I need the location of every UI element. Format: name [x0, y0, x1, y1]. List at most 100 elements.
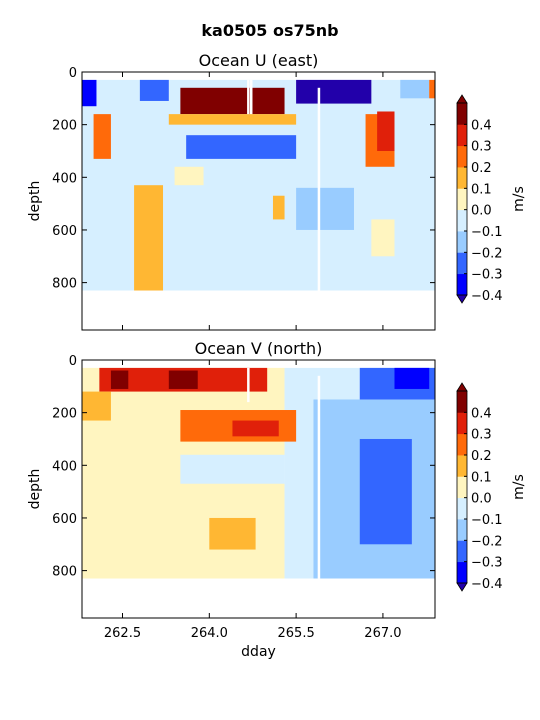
colorbar-tick-label: −0.2	[471, 246, 503, 261]
colorbar-tick-label: −0.4	[471, 577, 503, 592]
velocity-region-2	[139, 79, 169, 101]
velocity-region-6	[296, 79, 372, 104]
colorbar-extend-bottom	[456, 582, 468, 592]
colorbar-tick-label: 0.4	[471, 406, 492, 421]
colorbar-extend-top	[456, 382, 468, 392]
panel-title: Ocean V (north)	[195, 339, 323, 358]
y-tick-label: 400	[52, 171, 77, 186]
colorbar-extend-bottom	[456, 294, 468, 304]
y-axis-label: depth	[27, 181, 43, 222]
x-axis-label: dday	[241, 644, 276, 660]
colorbar: −0.4 −0.3 −0.2 −0.1 0.0 0.1 0.2 0.3 0.4 m/s	[456, 382, 527, 592]
velocity-region-1	[82, 79, 97, 107]
velocity-field	[82, 367, 435, 579]
data-gap-1	[249, 79, 253, 115]
colorbar-tick-label: 0.3	[471, 140, 492, 155]
velocity-region-15	[296, 187, 354, 230]
y-tick-label: 800	[52, 565, 77, 580]
velocity-region-9	[180, 454, 285, 484]
x-tick-label: 264.0	[191, 626, 228, 641]
ocean-u-panel: 0 200 400 600 800 Ocean U (east) depth −0.4 −0.3…	[27, 51, 527, 331]
colorbar-tick-label: −0.2	[471, 534, 503, 549]
colorbar-tick-label: 0.0	[471, 204, 492, 219]
colorbar-frame	[456, 390, 468, 584]
velocity-region-5	[139, 370, 164, 387]
x-tick-label: 265.5	[278, 626, 315, 641]
colorbar-label: m/s	[511, 474, 527, 500]
y-tick-label: 800	[52, 277, 77, 292]
colorbar-tick-label: 0.3	[471, 428, 492, 443]
panel-title: Ocean U (east)	[199, 51, 319, 70]
colorbar-segment	[457, 188, 467, 211]
velocity-region-3	[180, 87, 285, 115]
x-tick-label: 267.0	[364, 626, 401, 641]
colorbar-tick-label: 0.4	[471, 118, 492, 133]
colorbar-tick-label: −0.1	[471, 513, 503, 528]
y-tick-label: 600	[52, 512, 77, 527]
colorbar-segment	[457, 412, 467, 435]
colorbar-tick-label: 0.2	[471, 161, 492, 176]
velocity-field	[82, 79, 435, 291]
velocity-region-5	[186, 135, 297, 159]
velocity-region-4	[168, 114, 297, 125]
ocean-v-panel: 0 200 400 600 800 262.5 264.0 265.5 267.0 Ocean V…	[27, 339, 527, 660]
colorbar-tick-label: −0.1	[471, 225, 503, 240]
colorbar: −0.4 −0.3 −0.2 −0.1 0.0 0.1 0.2 0.3 0.4 m/s	[456, 94, 527, 304]
colorbar-segment	[457, 561, 467, 584]
colorbar-segment	[457, 273, 467, 296]
colorbar-segment	[457, 209, 467, 232]
y-tick-label: 600	[52, 224, 77, 239]
colorbar-segment	[457, 391, 467, 413]
colorbar-segment	[457, 497, 467, 520]
colorbar-segment	[457, 252, 467, 275]
colorbar-tick-label: −0.4	[471, 289, 503, 304]
colorbar-tick-label: −0.3	[471, 268, 503, 283]
y-axis-label: depth	[27, 469, 43, 510]
velocity-region-12	[377, 111, 395, 151]
x-tick-label: 262.5	[104, 626, 141, 641]
y-tick-label: 200	[52, 119, 77, 134]
colorbar-segment	[457, 540, 467, 563]
data-gap-0	[247, 79, 250, 115]
axes-frame	[81, 359, 436, 619]
velocity-region-13	[272, 195, 285, 220]
velocity-region-3	[110, 370, 129, 389]
velocity-region-8	[429, 79, 435, 99]
axes-frame	[81, 71, 436, 331]
velocity-region-7	[400, 79, 430, 99]
y-tick-label: 0	[69, 66, 77, 81]
velocity-region-4	[168, 370, 198, 389]
colorbar-tick-label: 0.1	[471, 182, 492, 197]
y-tick-label: 200	[52, 407, 77, 422]
colorbar-extend-top	[456, 94, 468, 104]
colorbar-segment	[457, 145, 467, 168]
colorbar-segment	[457, 231, 467, 253]
velocity-region-7	[232, 420, 279, 437]
data-gap-2	[317, 87, 321, 291]
colorbar-tick-label: −0.3	[471, 556, 503, 571]
colorbar-segment	[457, 476, 467, 499]
data-gap-0	[247, 367, 250, 403]
colorbar-frame	[456, 102, 468, 296]
data-gap-1	[317, 375, 321, 579]
velocity-region-16	[371, 219, 395, 257]
y-tick-label: 0	[69, 354, 77, 369]
velocity-region-14	[174, 166, 204, 186]
colorbar-segment	[457, 433, 467, 456]
colorbar-segment	[457, 167, 467, 189]
colorbar-segment	[457, 124, 467, 147]
velocity-region-9	[93, 114, 111, 159]
colorbar-label: m/s	[511, 186, 527, 212]
colorbar-tick-label: 0.2	[471, 449, 492, 464]
figure-suptitle: ka0505 os75nb	[201, 21, 338, 40]
velocity-region-13	[359, 438, 412, 545]
velocity-region-10	[134, 185, 164, 291]
velocity-region-11	[394, 367, 430, 389]
colorbar-tick-label: 0.1	[471, 470, 492, 485]
velocity-region-8	[82, 391, 111, 421]
velocity-region-15	[209, 517, 256, 550]
colorbar-segment	[457, 103, 467, 125]
colorbar-segment	[457, 519, 467, 541]
colorbar-tick-label: 0.0	[471, 492, 492, 507]
